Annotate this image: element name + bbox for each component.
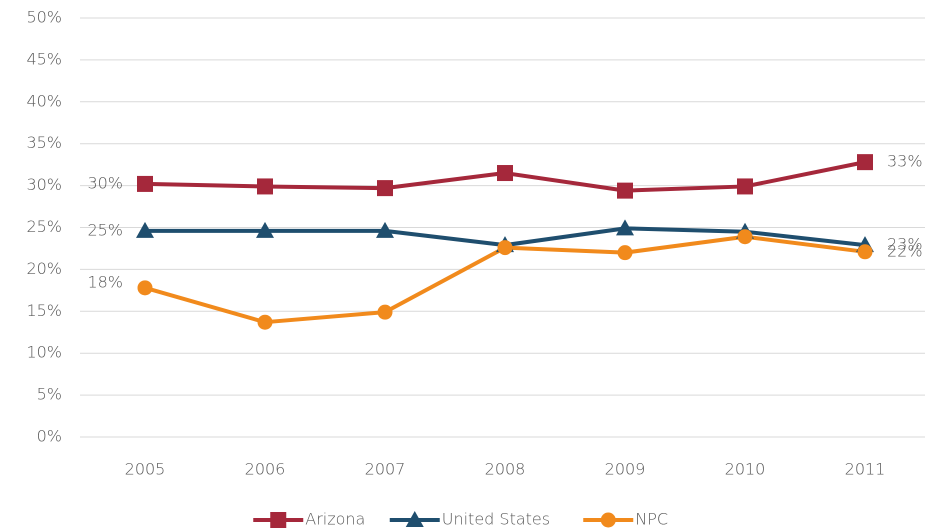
y-tick-label: 25%	[26, 217, 62, 236]
data-point	[857, 244, 873, 260]
y-tick-label: 20%	[26, 259, 62, 278]
data-label: 18%	[87, 272, 123, 291]
data-point	[377, 304, 393, 320]
data-label: 25%	[87, 220, 123, 239]
legend-marker	[600, 512, 616, 528]
y-tick-label: 30%	[26, 175, 62, 194]
data-point	[137, 280, 153, 296]
data-point	[377, 180, 393, 197]
x-tick-label: 2010	[725, 460, 766, 479]
data-point	[616, 219, 634, 236]
y-tick-label: 10%	[26, 343, 62, 362]
y-tick-label: 40%	[26, 91, 62, 110]
x-tick-label: 2007	[365, 460, 406, 479]
data-point	[256, 221, 274, 238]
y-tick-label: 5%	[37, 385, 62, 404]
data-label: 22%	[887, 241, 923, 260]
y-tick-label: 35%	[26, 133, 62, 152]
data-point	[376, 221, 394, 238]
data-label: 30%	[87, 173, 123, 192]
data-point	[737, 229, 753, 245]
data-point	[137, 175, 153, 192]
legend-label: United States	[442, 510, 550, 529]
data-point	[497, 240, 513, 256]
data-label: 23%	[887, 235, 923, 254]
data-label: 33%	[887, 152, 923, 171]
x-tick-label: 2008	[485, 460, 526, 479]
data-point	[617, 182, 633, 199]
legend-label: NPC	[635, 510, 668, 529]
y-tick-label: 15%	[26, 301, 62, 320]
data-point	[136, 221, 154, 238]
data-point	[257, 314, 273, 330]
x-tick-label: 2005	[125, 460, 166, 479]
data-point	[617, 245, 633, 261]
x-tick-label: 2011	[845, 460, 886, 479]
y-tick-label: 0%	[37, 427, 62, 446]
y-tick-label: 45%	[26, 49, 62, 68]
x-tick-label: 2006	[245, 460, 286, 479]
x-tick-label: 2009	[605, 460, 646, 479]
data-point	[257, 178, 273, 195]
legend-marker	[405, 511, 424, 527]
data-point	[857, 154, 873, 171]
y-tick-label: 50%	[26, 8, 62, 27]
legend-marker	[270, 512, 287, 528]
legend-label: Arizona	[305, 510, 365, 529]
data-point	[497, 165, 513, 182]
data-point	[737, 178, 753, 195]
